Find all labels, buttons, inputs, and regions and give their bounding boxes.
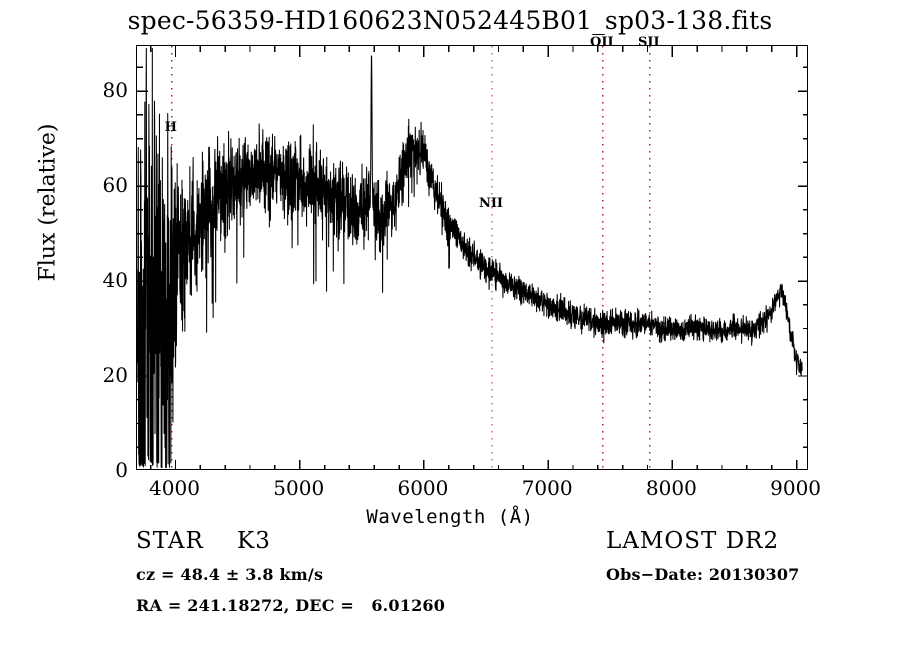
y-tick-label: 40 (102, 268, 128, 293)
line-marker-oii: OII (590, 34, 614, 50)
y-tick-label: 60 (102, 173, 128, 198)
x-tick-label: 6000 (397, 476, 449, 500)
y-axis-title: Flux (relative) (35, 123, 61, 282)
object-class: STAR K3 (136, 528, 271, 554)
survey-name: LAMOST DR2 (606, 528, 780, 554)
plot-frame (136, 45, 808, 470)
y-axis-tick-labels: 0 20 40 60 80 (78, 0, 128, 650)
observation-date: Obs−Date: 20130307 (606, 565, 800, 584)
x-axis-title: Wavelength (Å) (366, 506, 534, 528)
x-tick-label: 8000 (645, 476, 697, 500)
x-tick-label: 9000 (770, 476, 822, 500)
y-tick-label: 20 (102, 363, 128, 388)
x-tick-label: 5000 (273, 476, 325, 500)
footer-right-column: LAMOST DR2 Obs−Date: 20130307 (606, 530, 896, 598)
page-title: spec-56359-HD160623N052445B01_sp03-138.f… (127, 6, 773, 35)
x-axis-tick-labels: 4000 5000 6000 7000 8000 9000 (0, 478, 900, 504)
spectrum-svg (137, 46, 807, 469)
x-tick-label: 7000 (521, 476, 573, 500)
y-tick-label: 0 (115, 458, 128, 482)
footer: STAR K3 cz = 48.4 ± 3.8 km/s RA = 241.18… (0, 530, 900, 650)
x-tick-label: 4000 (149, 476, 200, 500)
line-marker-h: H (164, 120, 177, 136)
line-marker-sii: SII (637, 34, 660, 50)
y-tick-label: 80 (102, 78, 128, 103)
footer-left-column: STAR K3 cz = 48.4 ± 3.8 km/s RA = 241.18… (136, 530, 566, 629)
redshift-velocity: cz = 48.4 ± 3.8 km/s (136, 565, 324, 584)
line-marker-nii: NII (478, 196, 504, 212)
coordinates: RA = 241.18272, DEC = 6.01260 (136, 596, 446, 615)
plot-canvas (137, 46, 807, 469)
